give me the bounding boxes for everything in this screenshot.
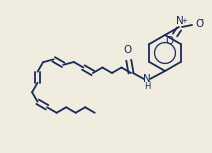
- Text: O: O: [166, 36, 174, 46]
- Text: O: O: [124, 45, 132, 55]
- Text: -: -: [201, 15, 203, 24]
- Text: N: N: [176, 16, 183, 26]
- Text: H: H: [144, 82, 150, 91]
- Text: +: +: [181, 18, 187, 24]
- Text: O: O: [195, 19, 203, 29]
- Text: N: N: [143, 74, 151, 84]
